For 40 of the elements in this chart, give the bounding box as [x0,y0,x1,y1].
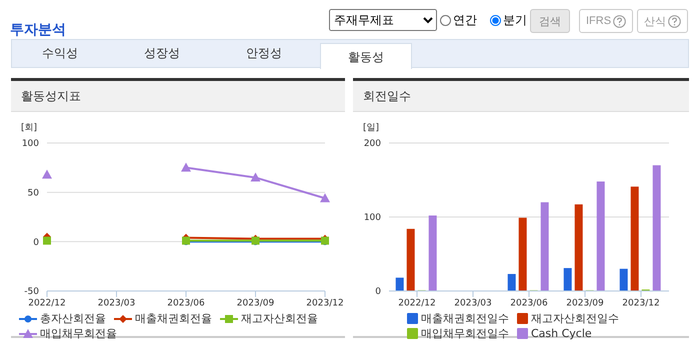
text: 활동성 [320,43,412,69]
text: 검색 [530,9,570,33]
y-tick-label: 0 [375,287,382,298]
x-tick-label: 2022/12 [398,298,436,308]
text: 분기 [503,12,527,29]
x-tick-label: 2023/06 [510,298,548,308]
y-tick-label: 100 [22,139,40,150]
x-tick-label: 2023/06 [167,298,205,308]
y-tick-label: 200 [364,139,382,150]
x-tick-label: 2023/03 [98,298,136,308]
y-tick-label: 100 [364,213,382,224]
x-tick-label: 2023/09 [236,298,274,308]
legend-label: 총자산회전율 [39,311,106,326]
chart-title: 회전일수 [353,81,689,112]
y-tick-label: 0 [33,238,40,248]
legend-label: 재고자산회전일수 [530,311,619,326]
legend-label: 매출채권회전율 [134,311,212,326]
y-axis-title: [일] [363,122,380,134]
x-tick-label: 2022/12 [28,298,66,308]
text: 연간 [453,12,477,29]
legend-label: 재고자산회전율 [240,311,318,326]
y-axis-title: [회] [21,122,38,134]
y-tick-label: -50 [24,287,40,298]
legend-label: 매출채권회전일수 [420,311,509,326]
text: 안정성 [245,45,283,62]
text: 투자분석 [10,21,66,39]
text: 산식 [637,9,688,33]
chart-title: 활동성지표 [11,81,345,112]
text: 수익성 [41,45,79,62]
text: 성장성 [143,45,181,62]
legend-label: 매입채무회전율 [39,326,117,341]
y-tick-label: 50 [28,188,40,199]
x-tick-label: 2023/12 [622,298,660,308]
x-tick-label: 2023/09 [566,298,604,308]
legend-label: 매입채무회전일수 [420,326,509,341]
text: IFRS [579,9,634,33]
x-tick-label: 2023/12 [306,298,344,308]
text: 주재무제표 [329,9,437,31]
legend-label: Cash Cycle [530,326,593,341]
x-tick-label: 2023/03 [454,298,492,308]
